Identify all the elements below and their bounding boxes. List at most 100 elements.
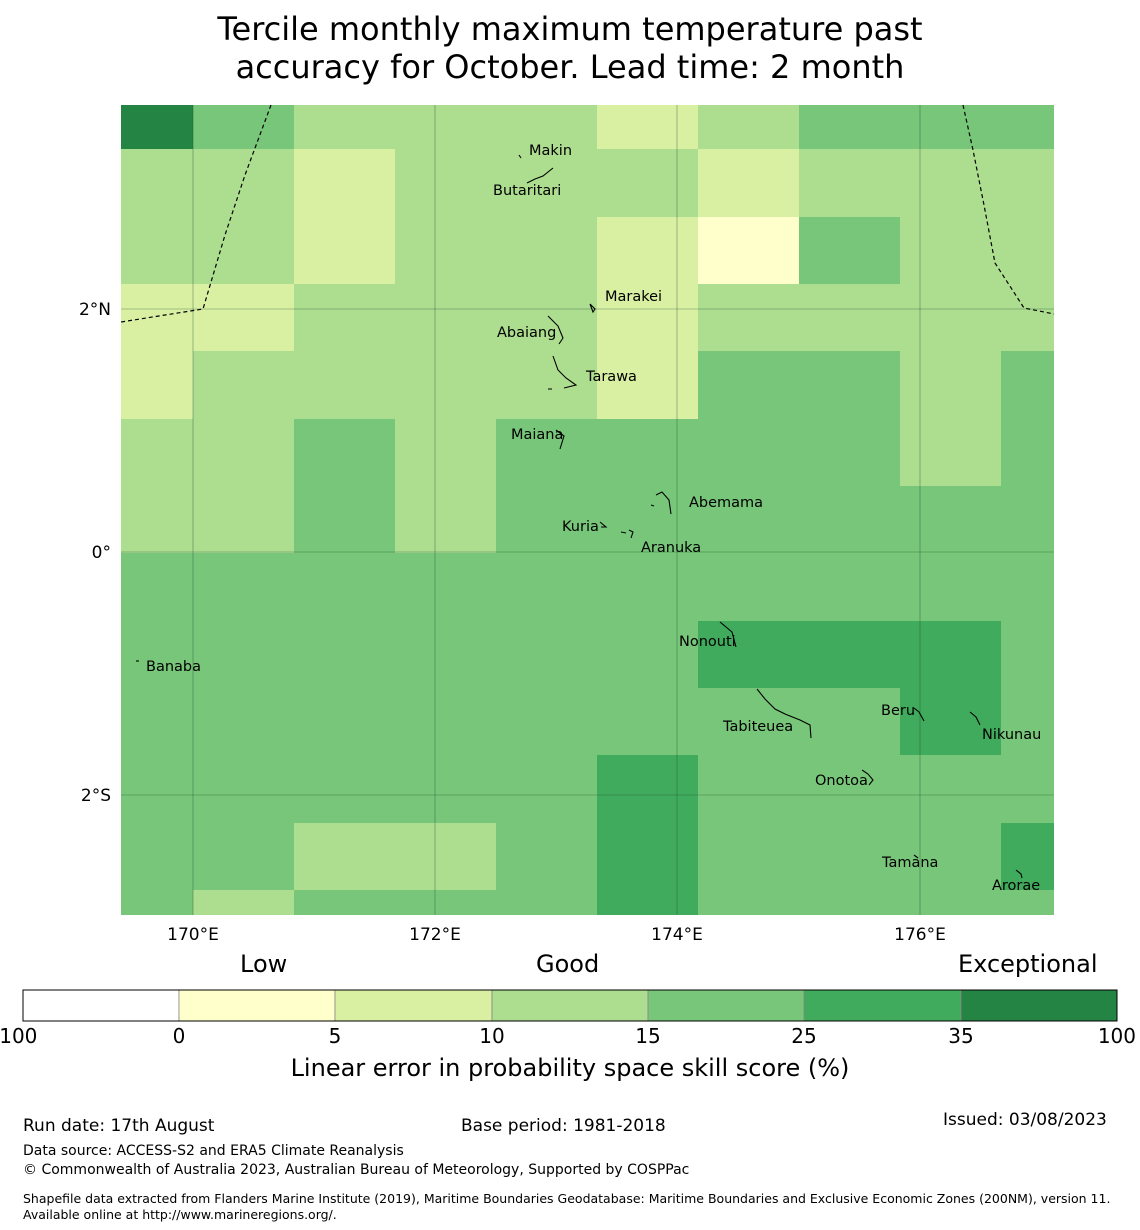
grid-cell bbox=[799, 149, 900, 217]
grid-cell bbox=[799, 419, 900, 486]
grid-cell bbox=[1001, 284, 1054, 351]
grid-cell bbox=[900, 419, 1001, 486]
longitude-label: 176°E bbox=[894, 925, 946, 940]
longitude-label: 170°E bbox=[167, 925, 219, 940]
grid-cell bbox=[496, 217, 597, 284]
grid-cell bbox=[597, 149, 698, 217]
island-label: Makin bbox=[529, 143, 572, 159]
grid-cell bbox=[193, 105, 294, 149]
grid-cell bbox=[496, 688, 597, 755]
title-line-2: accuracy for October. Lead time: 2 month bbox=[235, 48, 905, 86]
grid-cell bbox=[597, 755, 698, 823]
grid-cell bbox=[597, 419, 698, 486]
island-kuria bbox=[599, 521, 608, 528]
island-label: Aranuka bbox=[641, 540, 701, 556]
colorbar-tick-label: 5 bbox=[328, 1024, 342, 1048]
island-outlines bbox=[136, 154, 1023, 879]
island-butaritari bbox=[526, 167, 554, 184]
island-nonouti bbox=[719, 621, 737, 648]
longitude-label: 174°E bbox=[651, 925, 703, 940]
grid-cell bbox=[900, 217, 1001, 284]
latitude-label: 0° bbox=[92, 543, 111, 563]
island-label: Onotoa bbox=[815, 773, 868, 789]
grid-cell bbox=[121, 105, 193, 149]
island-label: Beru bbox=[881, 703, 915, 719]
grid-cell bbox=[900, 351, 1001, 419]
grid-cell bbox=[121, 351, 193, 419]
grid-cell bbox=[698, 419, 799, 486]
grid-cell bbox=[294, 621, 395, 688]
grid-cell bbox=[193, 890, 294, 915]
grid-cell bbox=[698, 755, 799, 823]
colorbar-title: Linear error in probability space skill … bbox=[290, 1054, 850, 1082]
grid-cell bbox=[597, 486, 698, 553]
chart-title: Tercile monthly maximum temperature past… bbox=[0, 10, 1140, 86]
colorbar-tick-label: 15 bbox=[635, 1024, 661, 1048]
grid-cell bbox=[193, 553, 294, 621]
grid-cell bbox=[193, 419, 294, 486]
grid-cell bbox=[597, 351, 698, 419]
island-label: Banaba bbox=[146, 659, 201, 675]
grid-cell bbox=[1001, 486, 1054, 553]
grid-cell bbox=[193, 149, 294, 217]
grid-cell bbox=[294, 890, 395, 915]
grid-cell bbox=[395, 419, 496, 486]
colorbar-swatch bbox=[960, 989, 1118, 1022]
grid-cell bbox=[1001, 553, 1054, 621]
grid-cell bbox=[799, 486, 900, 553]
grid-cell bbox=[496, 351, 597, 419]
grid-cell bbox=[121, 688, 193, 755]
grid-cell bbox=[900, 688, 1001, 755]
grid-cell bbox=[900, 890, 1001, 915]
grid-cell bbox=[597, 284, 698, 351]
grid-cell bbox=[1001, 149, 1054, 217]
eez-boundaries bbox=[120, 104, 1055, 323]
grid-cell bbox=[496, 755, 597, 823]
grid-cell bbox=[799, 890, 900, 915]
grid-cell bbox=[193, 217, 294, 284]
grid-cell bbox=[193, 284, 294, 351]
grid-cell bbox=[799, 823, 900, 890]
grid-cell bbox=[294, 149, 395, 217]
latitude-label: 2°N bbox=[79, 300, 111, 320]
grid-cell bbox=[395, 149, 496, 217]
grid-cell bbox=[597, 823, 698, 890]
colorbar-tick-label: 35 bbox=[948, 1024, 974, 1048]
island-label: Nikunau bbox=[982, 727, 1041, 743]
island-tabiteuea bbox=[756, 688, 812, 739]
island-label: Abemama bbox=[689, 495, 763, 511]
grid-cell bbox=[294, 553, 395, 621]
grid-cell bbox=[121, 823, 193, 890]
copyright: © Commonwealth of Australia 2023, Austra… bbox=[23, 1162, 690, 1178]
grid-cell bbox=[1001, 890, 1054, 915]
colorbar-swatch bbox=[334, 989, 493, 1022]
grid-cell bbox=[1001, 823, 1054, 890]
grid-cell bbox=[698, 553, 799, 621]
island-label: Tarawa bbox=[585, 369, 637, 385]
island-label: Nonouti bbox=[679, 634, 736, 650]
grid-cell bbox=[294, 105, 395, 149]
grid-cell bbox=[294, 217, 395, 284]
shapefile-credit: Shapefile data extracted from Flanders M… bbox=[23, 1191, 1111, 1222]
grid-cell bbox=[698, 105, 799, 149]
grid-cell bbox=[395, 351, 496, 419]
grid-cell bbox=[121, 890, 193, 915]
grid-cell bbox=[597, 553, 698, 621]
island-onotoa bbox=[861, 769, 874, 786]
grid-cell bbox=[121, 149, 193, 217]
island-label: Marakei bbox=[605, 289, 662, 305]
skill-map: Makin Butaritari Marakei Abaiang Tarawa Maian… bbox=[79, 104, 1055, 940]
grid-cell bbox=[900, 105, 1001, 149]
grid-cell bbox=[294, 755, 395, 823]
grid-cell bbox=[1001, 688, 1054, 755]
grid-cell bbox=[294, 688, 395, 755]
eez-boundary-east bbox=[962, 104, 1055, 315]
island-abaiang bbox=[547, 315, 564, 345]
grid-cell bbox=[121, 553, 193, 621]
island-maiana bbox=[555, 429, 565, 450]
colorbar-tick-label: 100 bbox=[1097, 1024, 1136, 1048]
island-label: Kuria bbox=[562, 519, 599, 535]
grid-cell bbox=[496, 419, 597, 486]
grid-cell bbox=[294, 823, 395, 890]
island-abemama bbox=[650, 491, 672, 515]
